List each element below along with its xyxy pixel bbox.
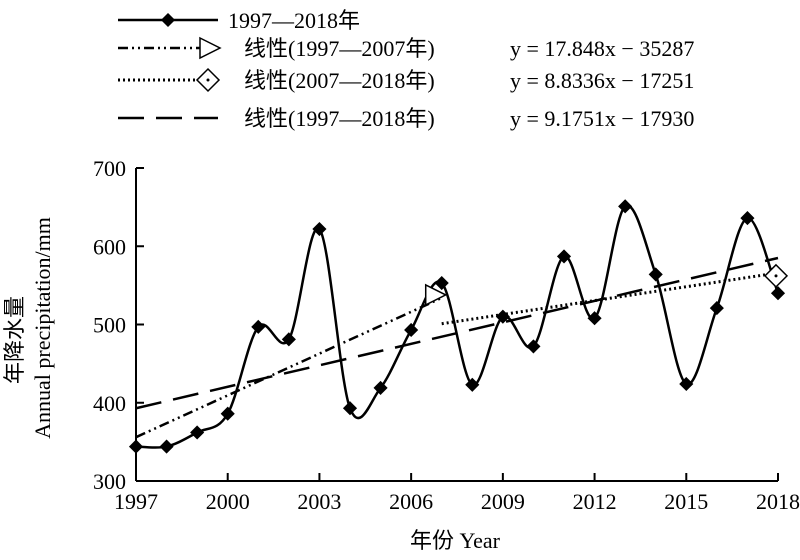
legend-marker bbox=[199, 36, 222, 60]
data-point bbox=[770, 286, 786, 301]
y-tick-label: 500 bbox=[93, 313, 126, 338]
trend-line-2 bbox=[441, 271, 779, 326]
data-point bbox=[679, 376, 694, 392]
x-tick-label: 2003 bbox=[297, 489, 341, 514]
data-point bbox=[709, 301, 724, 316]
data-point bbox=[251, 319, 266, 334]
data-point bbox=[373, 380, 388, 395]
data-point bbox=[220, 406, 235, 421]
x-tick-label: 2006 bbox=[389, 489, 433, 514]
data-point bbox=[648, 267, 663, 282]
axes: 1997 2000 2003 2006 2009 2012 2015 2018 300 400 50… bbox=[93, 156, 800, 514]
x-axis-title: 年份 Year bbox=[410, 528, 501, 553]
y-tick-label: 400 bbox=[93, 391, 126, 416]
x-tick-label: 2015 bbox=[664, 489, 708, 514]
data-point bbox=[740, 211, 755, 226]
legend-marker-dot bbox=[206, 78, 210, 82]
legend-equation: y = 9.1751x − 17930 bbox=[510, 106, 694, 131]
data-point bbox=[312, 221, 327, 237]
data-point bbox=[281, 332, 296, 347]
data-point bbox=[618, 199, 633, 214]
legend-label: 线性(1997—2018年) bbox=[244, 106, 435, 131]
y-tick-label: 300 bbox=[93, 469, 126, 494]
legend-equation: y = 17.848x − 35287 bbox=[510, 36, 694, 61]
trend-line-3 bbox=[135, 256, 779, 410]
data-point bbox=[587, 311, 602, 326]
trend-end-marker-dot bbox=[774, 274, 778, 278]
plot-area bbox=[128, 199, 789, 454]
legend-label: 线性(1997—2007年) bbox=[244, 36, 435, 61]
trend-line-1 bbox=[135, 296, 443, 439]
x-tick-label: 1997 bbox=[114, 489, 158, 514]
x-tick-label: 2000 bbox=[206, 489, 250, 514]
data-point bbox=[342, 401, 358, 416]
x-tick-label: 2009 bbox=[481, 489, 525, 514]
legend-equation: y = 8.8336x − 17251 bbox=[510, 68, 694, 93]
data-point bbox=[128, 439, 144, 454]
data-point bbox=[190, 425, 205, 440]
x-tick-label: 2018 bbox=[756, 489, 800, 514]
data-point bbox=[159, 439, 174, 454]
data-point bbox=[556, 249, 572, 264]
y-tick-label: 700 bbox=[93, 156, 126, 181]
legend-marker bbox=[160, 12, 176, 28]
data-point bbox=[434, 275, 449, 291]
legend-label: 1997—2018年 bbox=[228, 8, 360, 33]
data-point bbox=[404, 322, 419, 338]
legend-label: 线性(2007—2018年) bbox=[244, 68, 435, 93]
y-axis-title-cn: 年降水量 bbox=[2, 296, 27, 384]
trend-end-marker bbox=[424, 283, 448, 307]
data-point bbox=[526, 339, 541, 354]
x-tick-label: 2012 bbox=[573, 489, 617, 514]
data-point bbox=[465, 377, 480, 392]
y-axis-title-en: Annual precipitation/mm bbox=[30, 217, 55, 439]
y-tick-label: 600 bbox=[93, 234, 126, 259]
